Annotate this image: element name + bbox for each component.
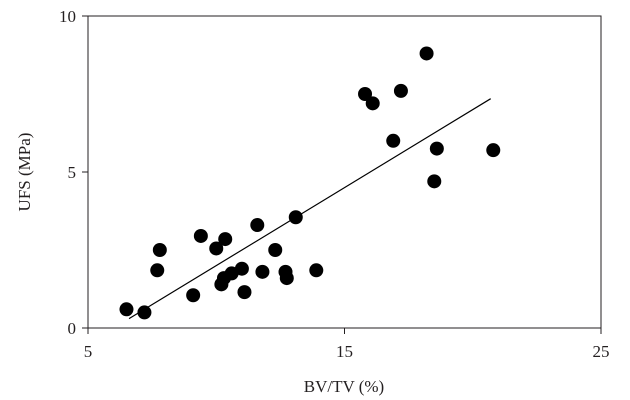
data-point bbox=[137, 305, 152, 320]
data-point bbox=[427, 174, 442, 189]
data-point bbox=[288, 210, 303, 225]
plot-frame bbox=[87, 15, 602, 329]
data-point bbox=[386, 133, 401, 148]
data-point bbox=[279, 271, 294, 286]
data-point bbox=[429, 141, 444, 156]
trendline bbox=[128, 98, 492, 320]
data-point bbox=[419, 46, 434, 61]
y-tick-label: 5 bbox=[68, 163, 77, 182]
data-point bbox=[150, 263, 165, 278]
x-axis-label: BV/TV (%) bbox=[304, 377, 384, 396]
data-point bbox=[218, 232, 233, 247]
x-tick-label: 15 bbox=[336, 342, 353, 361]
data-points bbox=[119, 46, 501, 320]
y-axis-label: UFS (MPa) bbox=[15, 133, 34, 212]
data-point bbox=[186, 288, 201, 303]
data-point bbox=[234, 261, 249, 276]
y-tick-label: 10 bbox=[59, 7, 76, 26]
data-point bbox=[250, 218, 265, 233]
data-point bbox=[119, 302, 134, 317]
data-point bbox=[309, 263, 324, 278]
data-point bbox=[486, 143, 501, 158]
plot-border bbox=[87, 15, 602, 329]
data-point bbox=[255, 264, 270, 279]
data-point bbox=[237, 285, 252, 300]
x-tick-label: 25 bbox=[593, 342, 610, 361]
data-point bbox=[152, 243, 167, 257]
data-point bbox=[358, 87, 373, 101]
data-point bbox=[193, 228, 208, 243]
data-point bbox=[209, 241, 224, 256]
x-tick-label: 5 bbox=[84, 342, 93, 361]
y-tick-label: 0 bbox=[68, 319, 77, 338]
data-point bbox=[365, 96, 380, 111]
data-point bbox=[393, 83, 408, 98]
data-point bbox=[268, 243, 283, 257]
trendline-layer bbox=[128, 98, 492, 320]
